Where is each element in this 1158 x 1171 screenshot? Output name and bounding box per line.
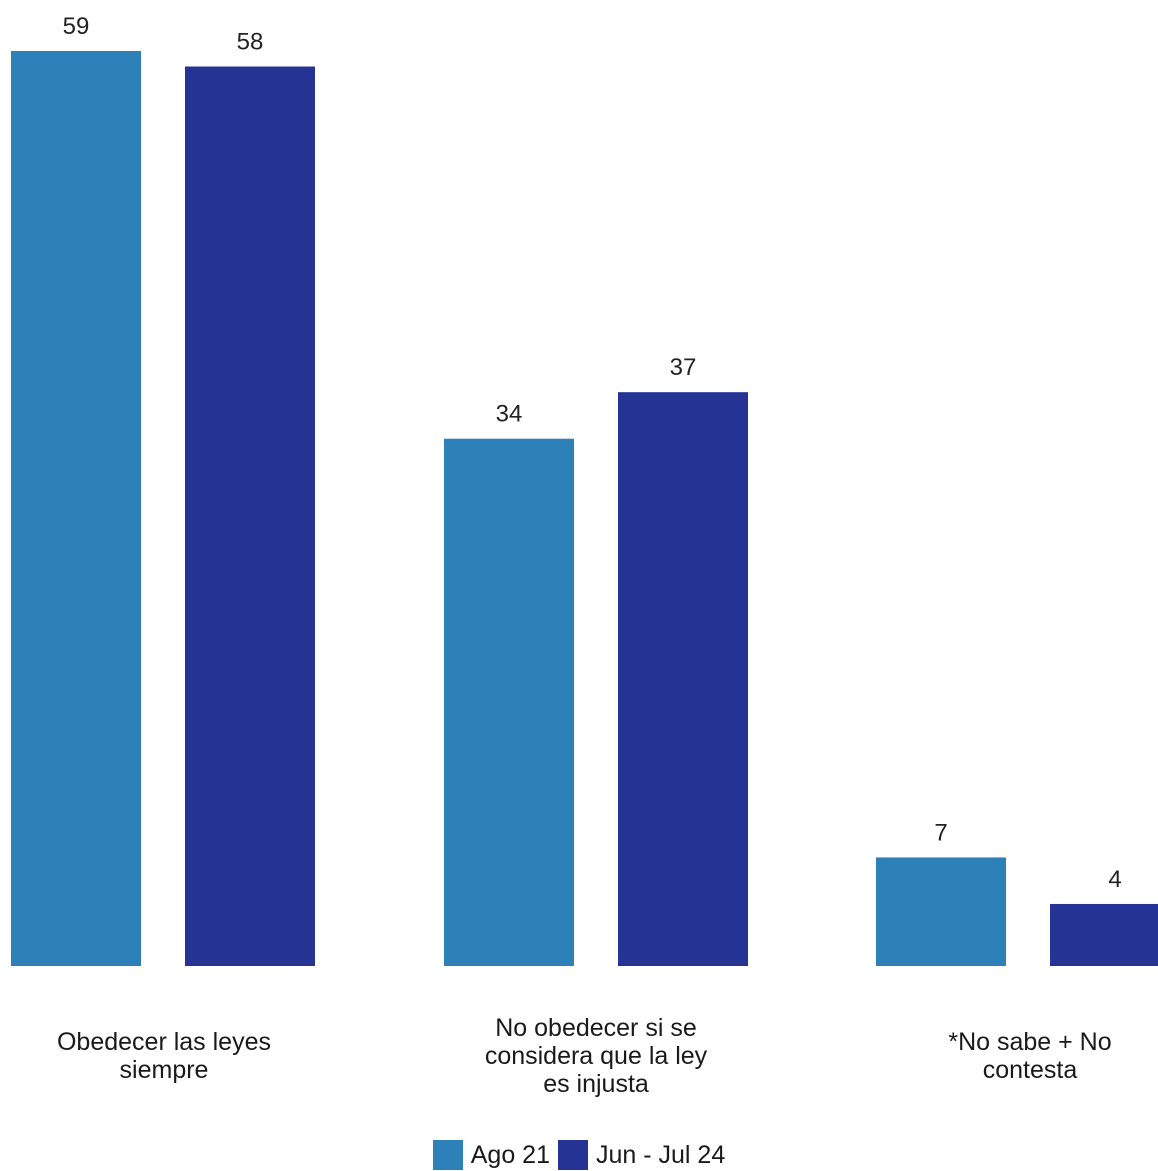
legend-swatch-ago-21 [432, 1140, 463, 1170]
legend-label-ago-21: Ago 21 [470, 1140, 550, 1169]
legend-item-jun-jul-24: Jun - Jul 24 [558, 1140, 725, 1170]
value-label-1-0: 58 [237, 29, 264, 56]
bar-0-2 [876, 857, 1006, 966]
legend: Ago 21 Jun - Jul 24 [0, 1140, 1158, 1170]
bar-1-2 [1050, 903, 1158, 966]
bar-1-0 [185, 66, 315, 966]
value-label-0-2: 7 [934, 819, 947, 846]
category-label-no-sabe: *No sabe + No contesta [948, 1028, 1112, 1084]
value-label-1-2: 4 [1108, 866, 1121, 893]
bar-0-0 [11, 51, 141, 966]
bar-1-1 [618, 392, 748, 967]
value-label-1-1: 37 [670, 354, 697, 381]
value-label-0-1: 34 [496, 401, 523, 428]
legend-item-ago-21: Ago 21 [432, 1140, 550, 1170]
category-label-obedecer: Obedecer las leyes siempre [56, 1028, 271, 1084]
legend-label-jun-jul-24: Jun - Jul 24 [596, 1140, 726, 1169]
bar-chart-plot: 59 58 34 37 7 4 [11, 13, 1158, 967]
value-label-0-0: 59 [63, 13, 90, 40]
legend-swatch-jun-jul-24 [558, 1140, 588, 1170]
category-label-no-obedecer: No obedecer si se considera que la ley e… [484, 1014, 708, 1098]
bar-0-1 [444, 438, 574, 966]
